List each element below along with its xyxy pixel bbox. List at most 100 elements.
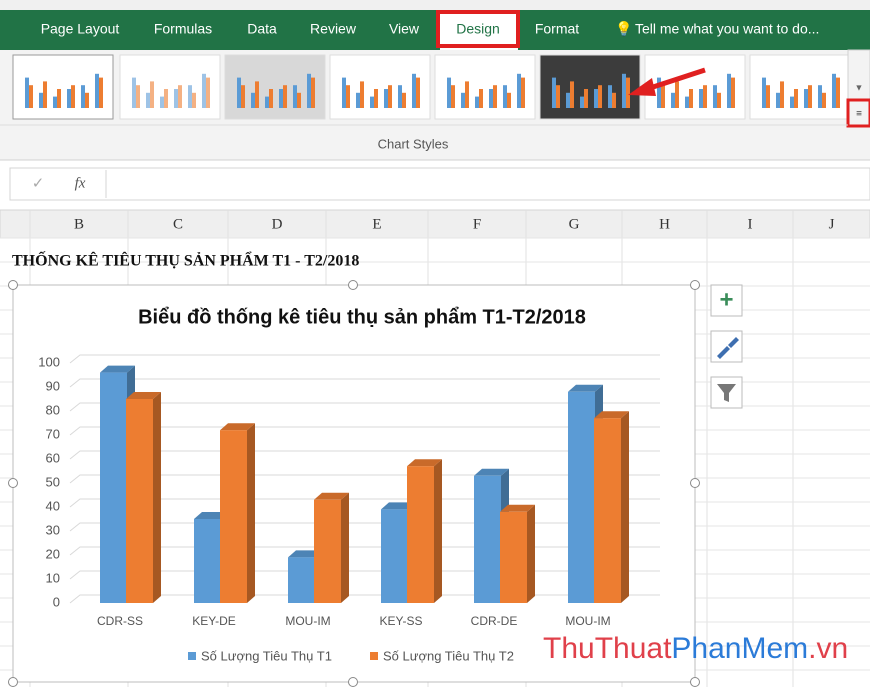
- thumb-bar: [461, 92, 465, 108]
- bar: [407, 466, 434, 603]
- thumb-bar: [192, 92, 196, 108]
- ribbon-tab[interactable]: View: [389, 21, 420, 37]
- thumb-bar: [657, 77, 661, 108]
- thumb-bar: [283, 85, 287, 108]
- thumb-bar: [594, 89, 598, 108]
- thumb-bar: [237, 77, 241, 108]
- scroll-down[interactable]: ▼: [855, 82, 864, 92]
- thumb-bar: [507, 92, 511, 108]
- enter-icon[interactable]: ✓: [32, 175, 45, 192]
- ribbon-tab[interactable]: Data: [247, 21, 277, 37]
- bar: [220, 430, 247, 603]
- ribbon-tab[interactable]: Format: [535, 21, 579, 37]
- legend-swatch: [188, 652, 196, 660]
- thumb-bar: [580, 96, 584, 108]
- chart-elements-button[interactable]: [710, 284, 743, 317]
- gallery-more[interactable]: ≡: [856, 109, 862, 120]
- ribbon-tab[interactable]: Formulas: [154, 21, 212, 37]
- thumb-bar: [398, 85, 402, 108]
- bar: [381, 509, 408, 603]
- thumb-bar: [279, 89, 283, 108]
- grid-line: [69, 474, 660, 484]
- thumb-bar: [451, 85, 455, 108]
- resize-handle[interactable]: [690, 677, 700, 687]
- tab-selected-bg: [440, 12, 518, 50]
- thumb-bar: [475, 96, 479, 108]
- legend-label: Số Lượng Tiêu Thụ T2: [383, 648, 514, 663]
- insert-function[interactable]: fx: [75, 175, 86, 191]
- thumb-bar: [675, 81, 679, 108]
- ribbon-tab[interactable]: Review: [310, 21, 357, 37]
- thumb-bar: [43, 81, 47, 108]
- resize-handle[interactable]: [8, 677, 18, 687]
- column-header[interactable]: E: [372, 216, 381, 232]
- bar: [474, 475, 501, 603]
- grid-line: [69, 498, 660, 508]
- resize-handle[interactable]: [690, 280, 700, 290]
- legend-label: Số Lượng Tiêu Thụ T1: [201, 648, 332, 663]
- column-header[interactable]: G: [569, 216, 580, 232]
- tell-me-search[interactable]: Tell me what you want to do...: [635, 21, 819, 37]
- resize-handle[interactable]: [8, 478, 18, 488]
- thumb-bar: [57, 89, 61, 108]
- column-header[interactable]: C: [173, 216, 183, 232]
- bar-top: [594, 411, 629, 419]
- grid-line: [69, 402, 660, 412]
- y-tick-label: 90: [46, 378, 60, 393]
- grid-line: [69, 450, 660, 460]
- y-tick-label: 80: [46, 402, 60, 417]
- bar-top: [220, 423, 255, 431]
- thumb-bar: [241, 85, 245, 108]
- column-header[interactable]: B: [74, 216, 84, 232]
- bar: [194, 519, 221, 603]
- thumb-bar: [479, 89, 483, 108]
- thumb-bar: [202, 73, 206, 108]
- column-header[interactable]: F: [473, 216, 481, 232]
- resize-handle[interactable]: [690, 478, 700, 488]
- lightbulb-icon: 💡: [615, 21, 632, 38]
- bar-top: [500, 504, 535, 512]
- thumb-bar: [685, 96, 689, 108]
- red-arrow: [649, 67, 706, 91]
- column-header[interactable]: H: [659, 216, 670, 232]
- bar: [314, 499, 341, 603]
- column-header[interactable]: D: [272, 216, 283, 232]
- bar-side: [621, 411, 629, 603]
- bar-top: [568, 384, 603, 392]
- ribbon-tab[interactable]: Page Layout: [41, 21, 120, 37]
- thumb-bar: [832, 73, 836, 108]
- thumb-bar: [25, 77, 29, 108]
- resize-handle[interactable]: [348, 677, 358, 687]
- y-tick-label: 70: [46, 426, 60, 441]
- thumb-bar: [164, 89, 168, 108]
- thumb-bar: [132, 77, 136, 108]
- ribbon-tab[interactable]: Design: [456, 21, 500, 37]
- thumb-bar: [255, 81, 259, 108]
- thumb-bar: [566, 92, 570, 108]
- bar: [100, 372, 127, 603]
- thumb-bar: [188, 85, 192, 108]
- y-tick-label: 10: [46, 570, 60, 585]
- more-highlight: [846, 98, 870, 128]
- thumb-bar: [297, 92, 301, 108]
- grid-line: [69, 594, 660, 604]
- column-header[interactable]: I: [748, 216, 753, 232]
- bar-top: [474, 468, 509, 476]
- thumb-bar: [206, 77, 210, 108]
- resize-handle[interactable]: [8, 280, 18, 290]
- chart-buttons: +: [710, 284, 743, 409]
- grid-line: [69, 522, 660, 532]
- thumb-bar: [818, 85, 822, 108]
- thumb-bar: [251, 92, 255, 108]
- y-tick-label: 100: [38, 354, 60, 369]
- resize-handle[interactable]: [348, 280, 358, 290]
- thumb-bar: [160, 96, 164, 108]
- bar: [500, 511, 527, 603]
- bar-top: [314, 492, 349, 500]
- column-header[interactable]: J: [829, 216, 835, 232]
- thumb-bar: [713, 85, 717, 108]
- thumb-bar: [661, 85, 665, 108]
- bar-top: [126, 392, 161, 399]
- brush-icon: [717, 337, 739, 359]
- watermark-part: PhanMem: [671, 632, 808, 665]
